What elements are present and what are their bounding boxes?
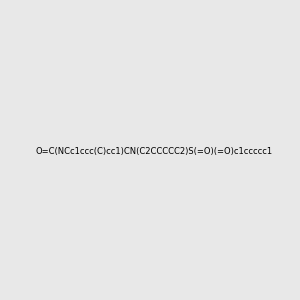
Text: O=C(NCc1ccc(C)cc1)CN(C2CCCCC2)S(=O)(=O)c1ccccc1: O=C(NCc1ccc(C)cc1)CN(C2CCCCC2)S(=O)(=O)c… — [35, 147, 272, 156]
